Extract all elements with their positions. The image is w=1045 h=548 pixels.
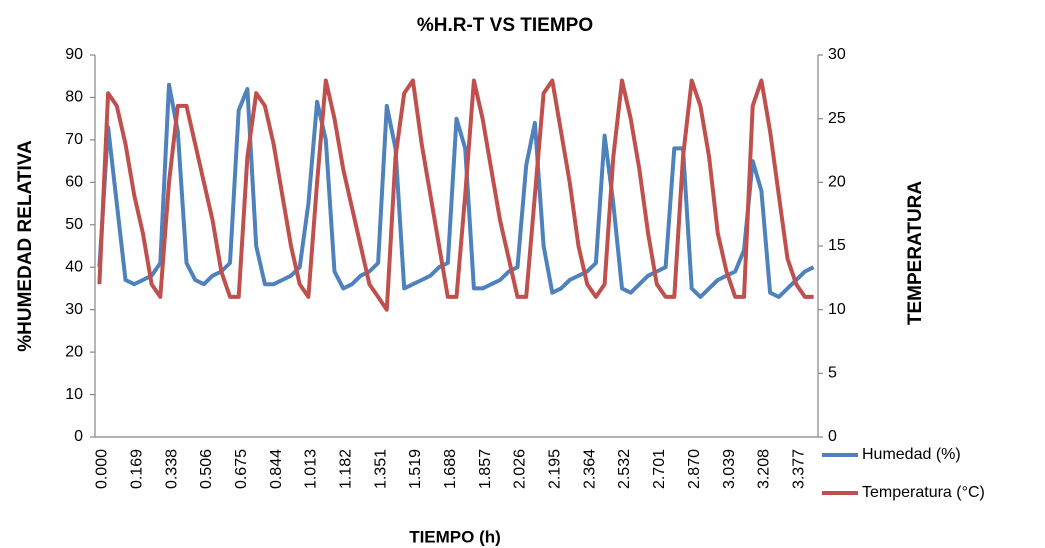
- x-tick-label: 1.519: [407, 449, 424, 489]
- x-tick-label: 1.857: [477, 449, 494, 489]
- chart-title: %H.R-T VS TIEMPO: [417, 15, 593, 36]
- series-line: [97, 82, 815, 299]
- y-tick-label: 60: [65, 174, 83, 191]
- x-tick-label: 0.506: [198, 449, 215, 489]
- x-tick-label: 0.000: [94, 449, 111, 489]
- x-tick-label: 1.182: [337, 449, 354, 489]
- x-tick-label: 3.039: [721, 449, 738, 489]
- y2-tick-label: 10: [828, 301, 846, 318]
- x-tick-label: 0.675: [233, 449, 250, 489]
- x-tick-label: 2.532: [616, 449, 633, 489]
- x-tick-label: 0.844: [268, 449, 285, 489]
- y-tick-label: 50: [65, 216, 83, 233]
- y-tick-label: 10: [65, 386, 83, 403]
- y2-axis-title: TEMPERATURA: [905, 181, 926, 326]
- x-tick-label: 1.688: [442, 449, 459, 489]
- x-tick-label: 1.351: [372, 449, 389, 489]
- y-tick-label: 0: [74, 428, 83, 445]
- x-tick-label: 2.701: [651, 449, 668, 489]
- y-tick-label: 90: [65, 46, 83, 63]
- y2-tick-label: 5: [828, 365, 837, 382]
- y2-tick-label: 15: [828, 237, 846, 254]
- y-tick-label: 70: [65, 131, 83, 148]
- y2-tick-label: 20: [828, 174, 846, 191]
- x-axis-title: TIEMPO (h): [409, 527, 501, 546]
- x-tick-label: 3.377: [790, 449, 807, 489]
- x-tick-label: 2.364: [581, 449, 598, 489]
- x-tick-label: 2.195: [547, 449, 564, 489]
- legend-label: Humedad (%): [862, 446, 961, 463]
- x-tick-label: 1.013: [303, 449, 320, 489]
- x-tick-label: 0.169: [128, 449, 145, 489]
- x-tick-label: 3.208: [756, 449, 773, 489]
- x-tick-label: 0.338: [163, 449, 180, 489]
- x-tick-label: 2.026: [512, 449, 529, 489]
- y2-tick-label: 30: [828, 46, 846, 63]
- x-tick-label: 2.870: [686, 449, 703, 489]
- legend-label: Temperatura (°C): [862, 484, 985, 501]
- y2-tick-label: 25: [828, 110, 846, 127]
- y-tick-label: 40: [65, 258, 83, 275]
- y2-tick-label: 0: [828, 428, 837, 445]
- series-line: [97, 78, 814, 312]
- y-tick-label: 20: [65, 343, 83, 360]
- y-tick-label: 30: [65, 301, 83, 318]
- y-tick-label: 80: [65, 89, 83, 106]
- y-axis-title: %HUMEDAD RELATIVA: [15, 140, 36, 352]
